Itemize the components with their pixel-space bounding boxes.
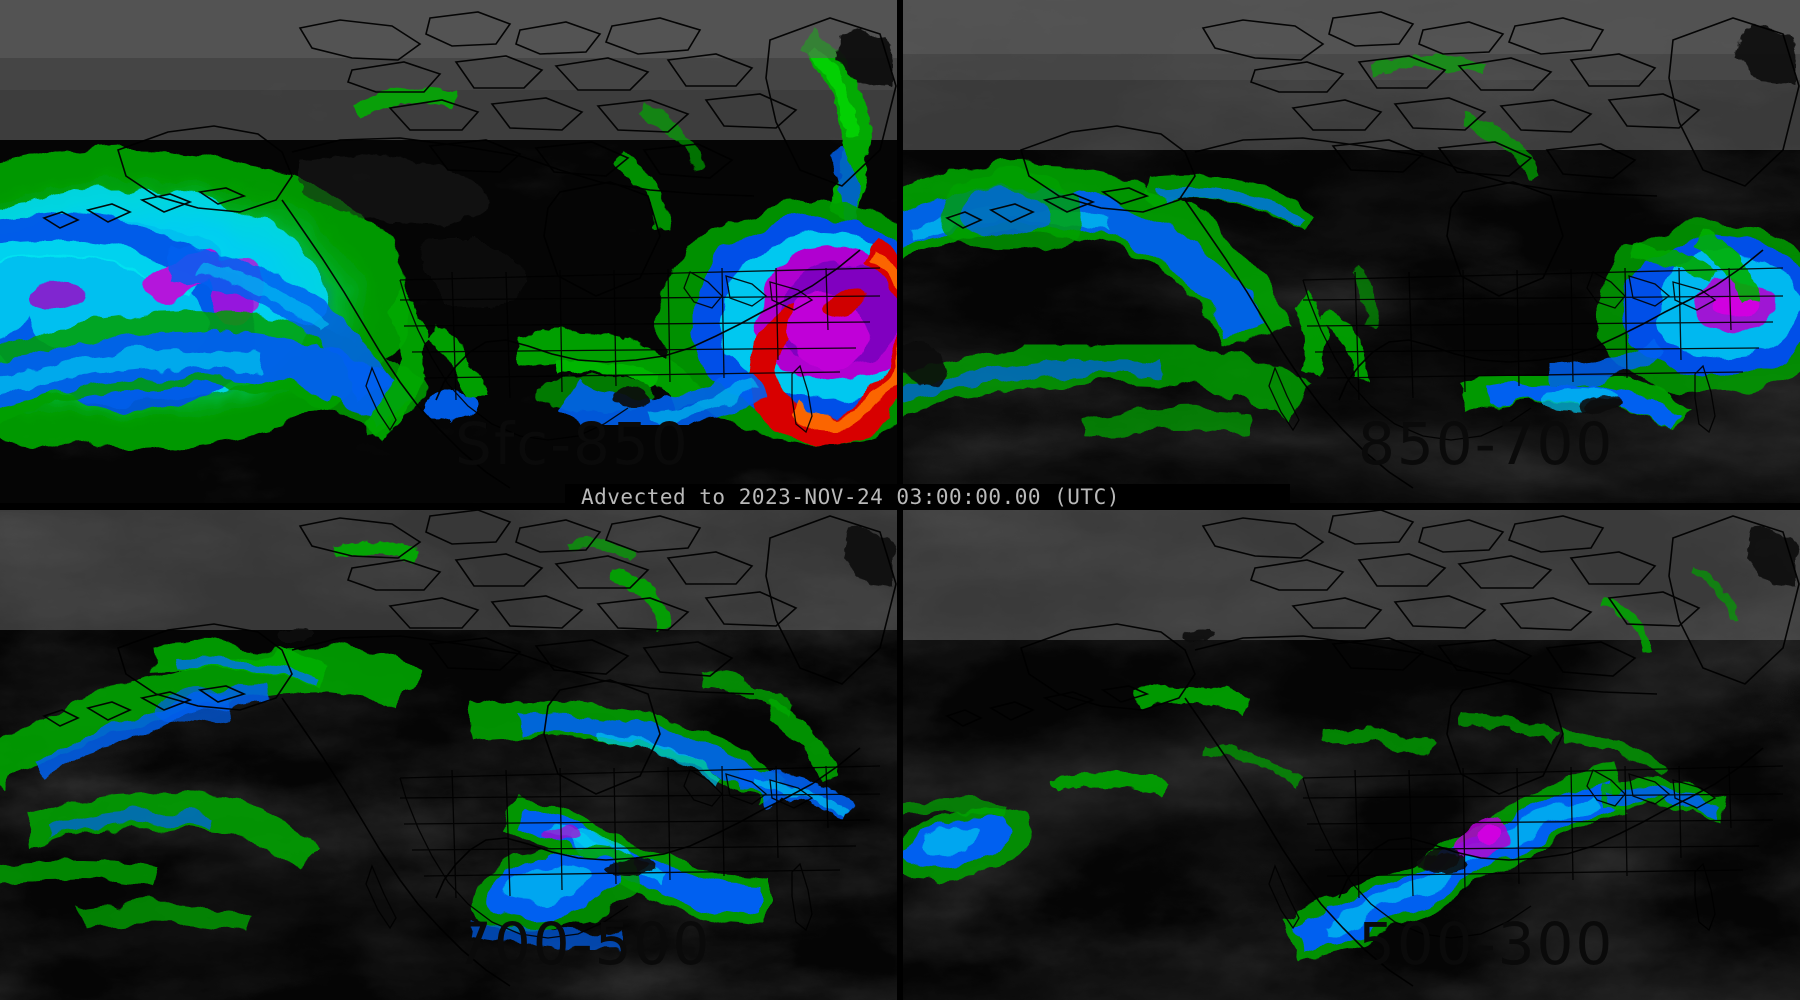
panel-sfc-850[interactable]: Sfc-850	[0, 0, 897, 503]
panel-850-700[interactable]: 850-700	[903, 0, 1800, 503]
map-canvas-500-300	[903, 510, 1800, 1000]
panel-500-300[interactable]: 500-300	[903, 510, 1800, 1000]
timestamp-banner: Advected to 2023-NOV-24 03:00:00.00 (UTC…	[565, 484, 1290, 510]
panel-700-500[interactable]: 700-500	[0, 510, 897, 1000]
map-canvas-sfc-850	[0, 0, 897, 503]
map-canvas-700-500	[0, 510, 897, 1000]
timestamp-text: Advected to 2023-NOV-24 03:00:00.00 (UTC…	[581, 485, 1120, 509]
map-canvas-850-700	[903, 0, 1800, 503]
